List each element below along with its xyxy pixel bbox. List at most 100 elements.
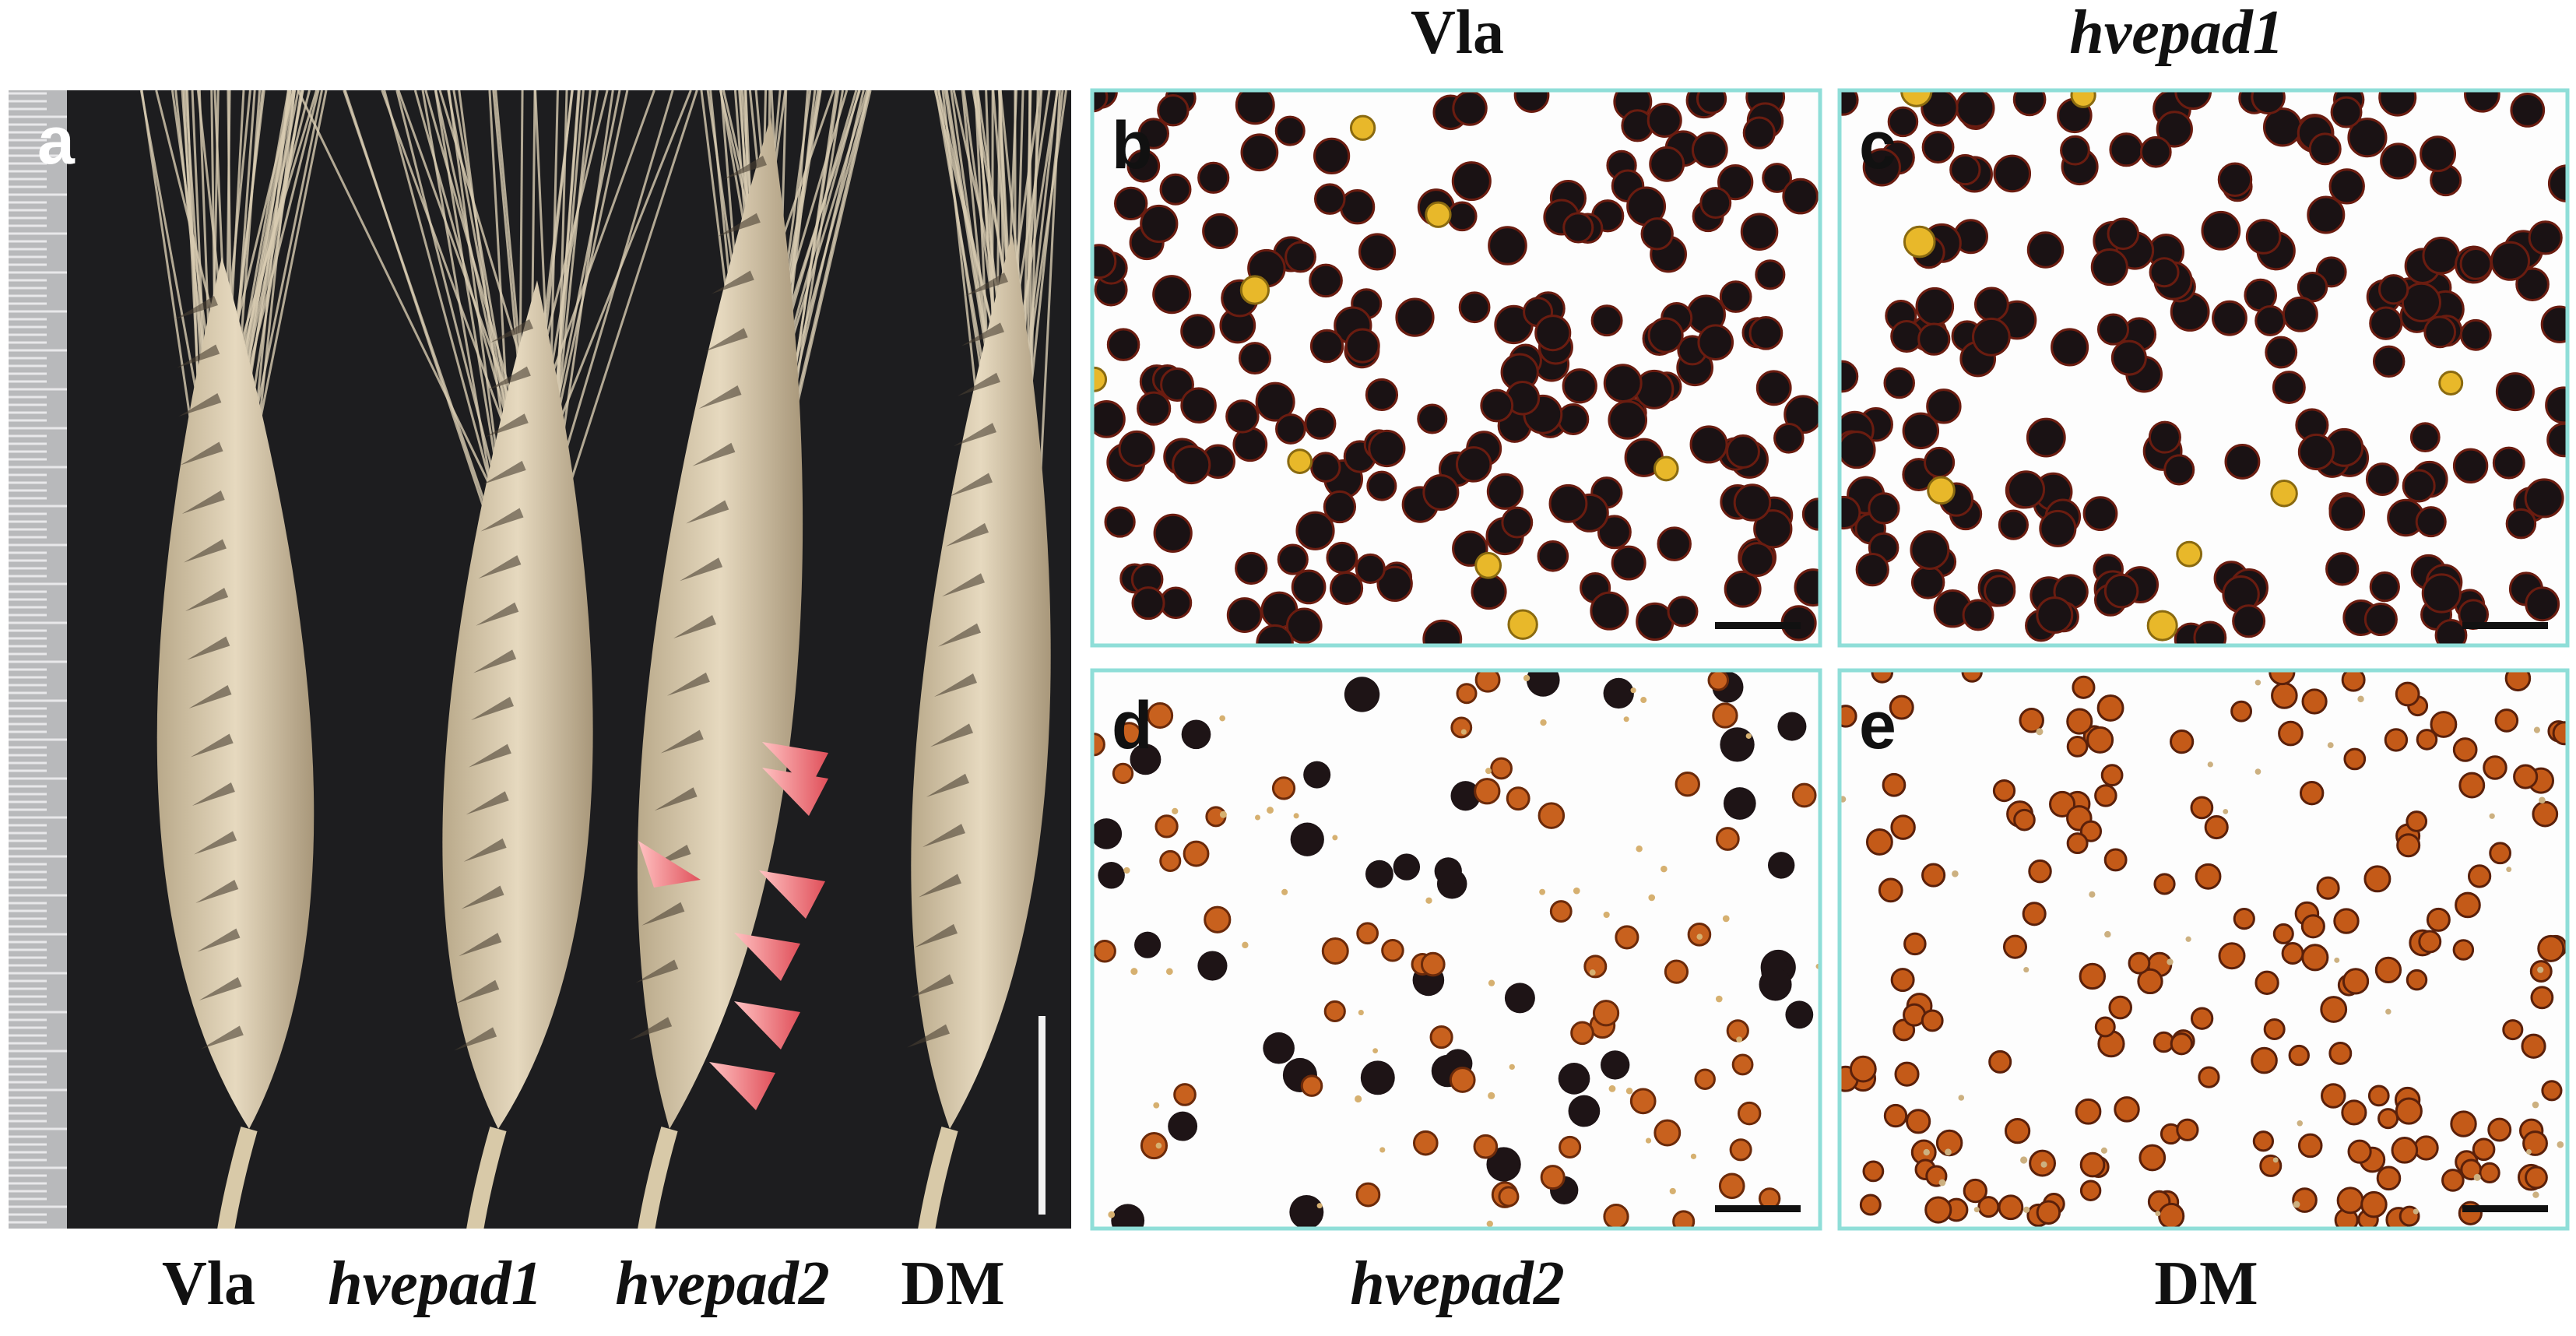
pollen-grain xyxy=(1134,931,1161,958)
spikelet-shadow xyxy=(490,319,533,343)
pollen-grain xyxy=(1559,1135,1582,1158)
pollen-grain xyxy=(1355,1095,1362,1103)
pollen-grain xyxy=(1998,1194,2024,1221)
pollen-grain xyxy=(1945,1148,1952,1156)
spikelet-shadow xyxy=(456,979,500,1004)
pollen-grain xyxy=(1927,476,1956,505)
pollen-grain xyxy=(2490,241,2531,281)
panel-border xyxy=(1837,668,2570,1231)
pollen-grain xyxy=(2547,164,2567,203)
pollen-grain xyxy=(1737,1101,1762,1126)
pollen-grain xyxy=(2072,675,2096,699)
pollen-grain xyxy=(1513,90,1550,113)
pollen-grain xyxy=(2300,914,2325,939)
spikelet-shadow xyxy=(660,730,704,754)
pollen-grain xyxy=(1429,1025,1453,1049)
pollen-grain xyxy=(2190,1007,2214,1030)
pollen-grain xyxy=(1791,782,1817,808)
pollen-grain xyxy=(2086,726,2114,754)
pollen-grain xyxy=(1450,781,1481,811)
pollen-grain xyxy=(1962,599,1994,631)
pollen-grain xyxy=(1488,979,1495,986)
spikelet-shadow xyxy=(680,557,723,582)
pollen-grain xyxy=(1303,761,1331,789)
pollen-grain xyxy=(1647,317,1684,353)
pollen-grain xyxy=(1267,807,1274,814)
pollen-grain xyxy=(2506,867,2512,873)
pollen-grain xyxy=(1501,506,1534,539)
pollen-grain xyxy=(2489,842,2511,865)
pollen-grain xyxy=(1984,575,2016,607)
pollen-grain xyxy=(1313,137,1351,174)
pollen-grain xyxy=(2426,907,2451,932)
pollen-grain xyxy=(2103,848,2128,872)
pollen-grain xyxy=(2201,210,2241,251)
pollen-grain xyxy=(1153,513,1193,554)
pollen-grain xyxy=(1130,968,1138,976)
pollen-grain xyxy=(1140,1131,1169,1160)
pollen-grain xyxy=(2023,966,2030,973)
pollen-grain xyxy=(1316,1203,1323,1209)
pollen-grain xyxy=(2341,1099,2367,1126)
pollen-grain xyxy=(2363,602,2398,637)
pollen-grain xyxy=(1592,1000,1620,1027)
pollen-grain xyxy=(2002,934,2028,959)
pollen-grain xyxy=(1862,1160,1885,1183)
pollen-grain xyxy=(2521,1033,2546,1059)
pollen-grain xyxy=(1130,744,1161,775)
pollen-grain xyxy=(1840,90,1859,116)
pollen-grain xyxy=(1239,342,1271,375)
pollen-grain xyxy=(1921,1009,1944,1032)
pollen-grain xyxy=(1181,719,1211,750)
spike xyxy=(911,234,1051,1129)
pollen-grain xyxy=(2218,942,2246,970)
pollen-grain xyxy=(1589,969,1596,976)
pollen-grain xyxy=(1755,259,1786,290)
pollen-grain xyxy=(1365,378,1399,412)
spikelet-shadow xyxy=(473,649,517,673)
pollen-grain xyxy=(2532,1191,2539,1198)
pollen-grain xyxy=(2327,742,2334,749)
pollen-grain xyxy=(1152,275,1192,315)
panel-title: hvepad2 xyxy=(1350,1250,1565,1318)
pollen-grain xyxy=(2376,1165,2402,1191)
spikelet-shadow xyxy=(188,685,232,708)
pollen-grain xyxy=(2299,781,2325,806)
pollen-grain xyxy=(1890,814,1916,840)
pollen-grain xyxy=(2020,1156,2028,1164)
pollen-grain xyxy=(2530,986,2554,1010)
pollen-grain xyxy=(2409,422,2441,453)
pollen-grain xyxy=(1921,90,1959,127)
pollen-grain xyxy=(1471,574,1507,610)
pollen-grain xyxy=(2452,939,2475,961)
pollen-grain xyxy=(1669,1187,1676,1195)
pollen-grain xyxy=(1323,1000,1346,1023)
spikelet-shadow xyxy=(711,270,754,294)
pollen-grain xyxy=(2308,132,2342,166)
pollen-grain xyxy=(2328,1042,2353,1065)
pollen-grain xyxy=(2148,420,2181,454)
pollen-grain xyxy=(1420,951,1446,977)
pollen-grain xyxy=(1486,1220,1493,1228)
pollen-grain xyxy=(1473,1134,1499,1159)
pollen-grain xyxy=(1092,399,1126,438)
pollen-grain xyxy=(1219,715,1226,722)
spikelet-shadow xyxy=(692,442,736,466)
panel-title: hvepad1 xyxy=(2069,0,2284,67)
pollen-grain xyxy=(2369,571,2400,603)
pollen-grain xyxy=(1275,413,1306,445)
pollen-grain xyxy=(1883,1103,1908,1128)
pollen-grain xyxy=(1715,995,1723,1003)
pollen-grain xyxy=(2039,509,2077,547)
pollen-grain xyxy=(2504,670,2532,692)
pollen-grain xyxy=(2441,1169,2465,1192)
pollen-grain xyxy=(1540,719,1547,726)
spikelet-shadow xyxy=(180,441,223,466)
pollen-grain xyxy=(2163,454,2195,486)
pollen-grain xyxy=(2378,90,2417,117)
spikelet-shadow xyxy=(183,539,227,563)
pollen-grain xyxy=(1372,1048,1379,1054)
pollen-grain xyxy=(1649,146,1685,182)
pollen-grain xyxy=(1329,571,1364,606)
pollen-grain xyxy=(1882,772,1907,797)
